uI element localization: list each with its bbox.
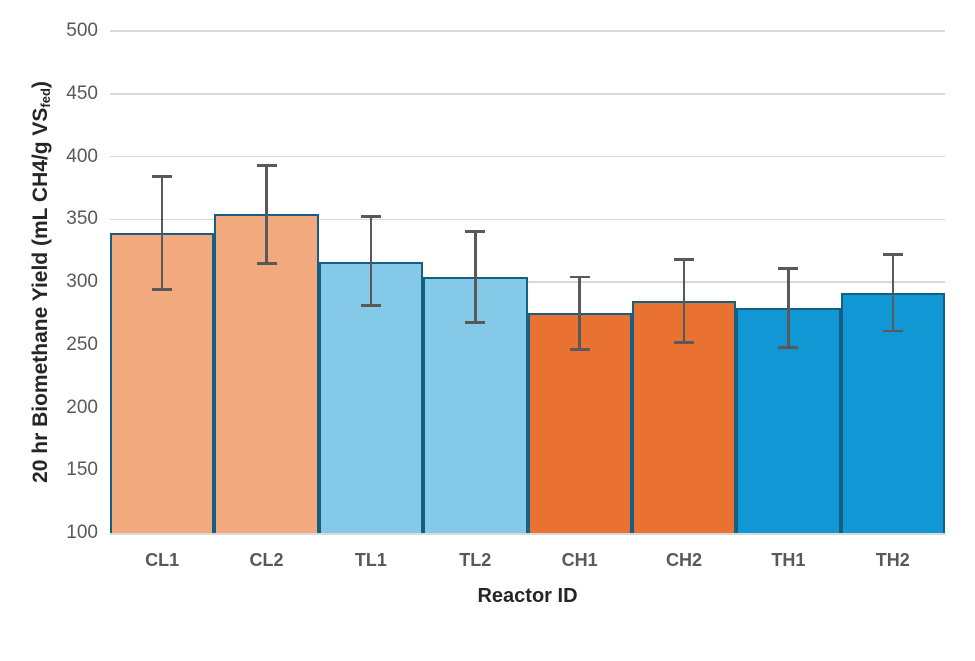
error-bar-line-TL2 — [474, 231, 477, 323]
x-tick-label-TL1: TL1 — [354, 550, 387, 570]
y-tick-label-250: 250 — [66, 333, 98, 355]
y-tick-label-300: 300 — [66, 271, 98, 292]
error-bar-line-CH2 — [682, 259, 686, 343]
error-bar-cap-bottom-CH1 — [569, 348, 590, 352]
error-bar-line-CL1 — [160, 176, 164, 290]
bar-CL2 — [214, 214, 319, 533]
bar-CL1 — [110, 233, 215, 533]
error-bar-cap-top-TL2 — [465, 230, 486, 234]
gridline-450 — [110, 93, 945, 95]
bar-TH2 — [840, 293, 945, 533]
error-bar-cap-bottom-CL2 — [256, 261, 277, 265]
error-bar-cap-bottom-CH2 — [674, 340, 695, 344]
x-tick-label-CH1: CH1 — [561, 550, 598, 570]
error-bar-cap-top-CH1 — [569, 275, 590, 279]
error-bar-cap-bottom-TL2 — [465, 320, 486, 324]
error-bar-cap-top-TL1 — [360, 215, 381, 219]
y-tick-label-150: 150 — [66, 459, 98, 481]
error-bar-cap-bottom-TH2 — [882, 329, 903, 333]
error-bar-cap-top-CL2 — [256, 163, 277, 167]
y-tick-label-450: 450 — [66, 82, 98, 104]
error-bar-cap-top-CH2 — [674, 258, 695, 261]
error-bar-line-TL1 — [369, 216, 373, 306]
error-bar-cap-bottom-CL1 — [152, 288, 173, 291]
error-bar-line-CH1 — [578, 276, 581, 350]
error-bar-line-TH2 — [891, 254, 895, 331]
error-bar-cap-top-TH1 — [778, 266, 799, 270]
x-axis-title: Reactor ID — [477, 585, 578, 607]
gridline-500 — [110, 30, 945, 32]
x-tick-label-CL1: CL1 — [145, 550, 180, 570]
x-tick-label-CH2: CH2 — [666, 550, 703, 570]
error-bar-line-CL2 — [265, 165, 268, 264]
x-tick-label-TH2: TH2 — [875, 550, 910, 570]
y-tick-label-100: 100 — [66, 522, 98, 543]
y-tick-label-350: 350 — [66, 208, 98, 230]
error-bar-cap-bottom-TH1 — [778, 345, 799, 349]
plot-area — [110, 30, 945, 533]
y-tick-label-200: 200 — [66, 396, 98, 418]
gridline-350 — [110, 218, 945, 220]
gridline-300 — [110, 281, 945, 283]
x-tick-label-TL2: TL2 — [459, 550, 492, 570]
y-tick-label-500: 500 — [66, 20, 98, 41]
gridline-400 — [110, 155, 945, 158]
error-bar-cap-top-TH2 — [882, 252, 903, 256]
x-tick-label-TH1: TH1 — [771, 550, 806, 570]
y-tick-label-400: 400 — [66, 145, 98, 167]
error-bar-cap-top-CL1 — [152, 175, 173, 178]
x-axis-line — [110, 533, 946, 535]
x-tick-label-CL2: CL2 — [249, 550, 284, 570]
error-bar-line-TH1 — [787, 268, 790, 348]
error-bar-cap-bottom-TL1 — [360, 304, 381, 308]
